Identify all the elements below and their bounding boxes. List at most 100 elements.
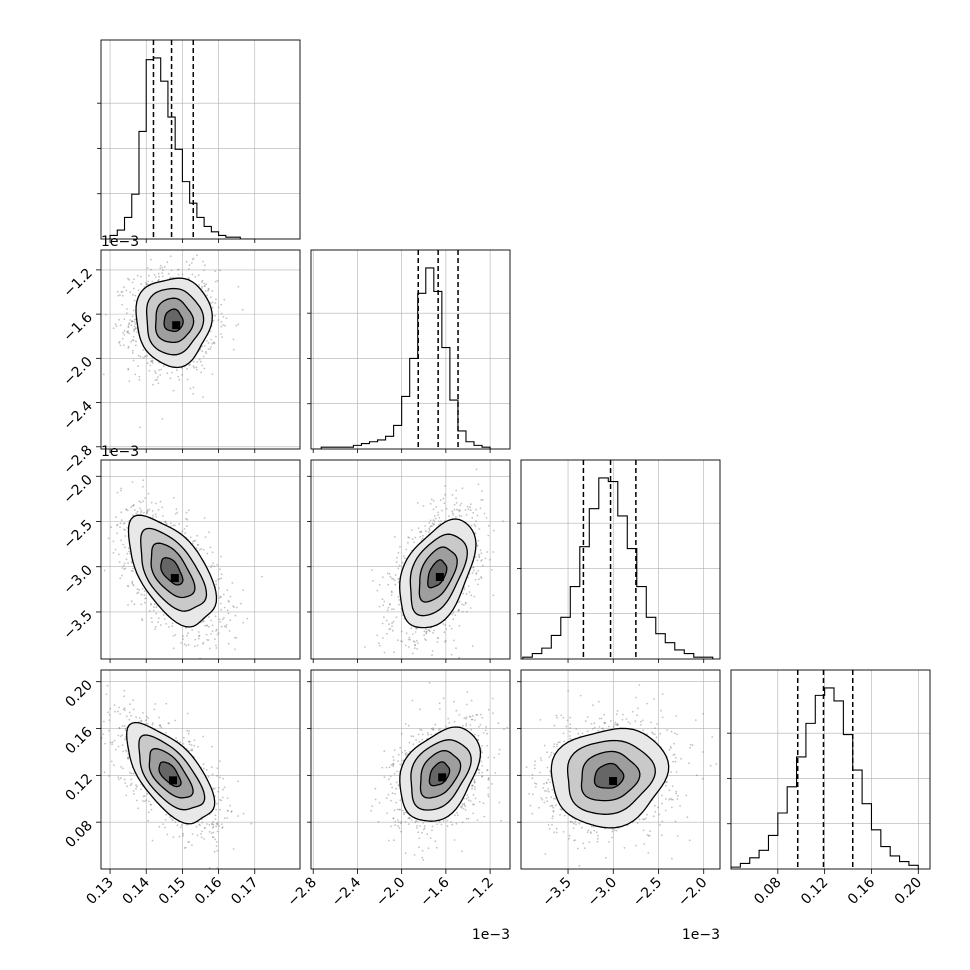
sample-point: [232, 348, 235, 351]
sample-point: [419, 535, 422, 538]
sample-point: [218, 597, 221, 599]
sample-point: [412, 640, 415, 643]
sample-point: [205, 769, 208, 771]
sample-point: [232, 338, 235, 341]
sample-point: [210, 619, 213, 622]
sample-point: [435, 846, 438, 849]
sample-point: [186, 518, 189, 521]
sample-point: [391, 629, 394, 632]
sample-point: [431, 650, 434, 652]
sample-point: [545, 782, 548, 784]
sample-point: [124, 535, 127, 537]
sample-point: [123, 562, 126, 565]
sample-point: [503, 728, 505, 731]
sample-point: [219, 595, 222, 598]
sample-point: [159, 500, 162, 503]
sample-point: [165, 732, 168, 734]
sample-point: [525, 766, 528, 768]
sample-point: [411, 538, 414, 541]
sample-point: [158, 279, 160, 281]
sample-point: [217, 786, 220, 789]
sample-point: [672, 760, 674, 763]
sample-point: [169, 816, 172, 819]
sample-point: [196, 834, 199, 837]
sample-point: [586, 716, 589, 718]
sample-point: [448, 722, 451, 724]
sample-point: [188, 740, 190, 743]
sample-point: [388, 778, 390, 781]
sample-point: [133, 329, 136, 331]
sample-point: [138, 375, 141, 378]
sample-point: [144, 597, 146, 600]
sample-point: [123, 522, 126, 525]
sample-point: [191, 629, 194, 631]
sample-point: [669, 746, 672, 748]
sample-point: [455, 822, 458, 825]
sample-point: [385, 619, 388, 622]
sample-point: [399, 822, 402, 825]
sample-point: [215, 845, 218, 847]
sample-point: [198, 635, 200, 638]
sample-point: [499, 783, 501, 785]
sample-point: [204, 536, 207, 538]
sample-point: [181, 367, 184, 370]
sample-point: [165, 702, 168, 705]
sample-point: [425, 631, 428, 634]
sample-point: [125, 508, 128, 511]
sample-point: [225, 317, 228, 320]
sample-point: [191, 844, 193, 846]
sample-point: [616, 723, 619, 726]
sample-point: [589, 831, 592, 833]
sample-point: [694, 719, 697, 721]
sample-point: [129, 771, 131, 774]
sample-point: [481, 564, 484, 567]
sample-point: [107, 711, 110, 714]
sample-point: [146, 793, 149, 795]
sample-point: [476, 544, 479, 547]
sample-point: [555, 714, 558, 717]
sample-point: [89, 710, 91, 712]
sample-point: [164, 826, 166, 829]
scatter-panel-p2-p3: [499, 670, 720, 872]
sample-point: [421, 856, 424, 859]
sample-point: [202, 763, 205, 765]
sample-point: [432, 519, 435, 521]
x-tick-label-p2: −3.5: [540, 875, 575, 910]
sample-point: [158, 825, 161, 828]
sample-point: [103, 720, 105, 723]
sample-point: [137, 365, 140, 368]
x-tick-label-p3: 0.12: [798, 875, 831, 908]
sample-point: [670, 798, 673, 801]
sample-point: [214, 638, 216, 641]
sample-point: [128, 322, 131, 324]
sample-point: [134, 294, 137, 297]
sample-point: [124, 782, 127, 784]
sample-point: [387, 583, 390, 586]
sample-point: [636, 822, 639, 824]
sample-point: [563, 814, 566, 817]
sample-point: [118, 318, 120, 321]
sample-point: [458, 510, 461, 513]
sample-point: [455, 497, 457, 499]
sample-point: [217, 632, 220, 634]
sample-point: [117, 776, 120, 779]
sample-point: [595, 831, 598, 834]
sample-point: [428, 666, 430, 668]
sample-point: [208, 830, 211, 833]
sample-point: [611, 828, 614, 830]
sample-point: [125, 289, 128, 292]
sample-point: [178, 523, 181, 525]
sample-point: [226, 817, 229, 819]
sample-point: [134, 373, 137, 376]
sample-point: [226, 797, 229, 800]
sample-point: [475, 508, 477, 511]
sample-point: [577, 870, 579, 872]
sample-point: [147, 819, 150, 822]
sample-point: [378, 583, 381, 586]
sample-point: [202, 620, 205, 622]
sample-point: [676, 835, 679, 837]
sample-point: [646, 702, 648, 705]
sample-point: [129, 291, 132, 293]
sample-point: [154, 372, 157, 375]
sample-point: [657, 806, 659, 809]
